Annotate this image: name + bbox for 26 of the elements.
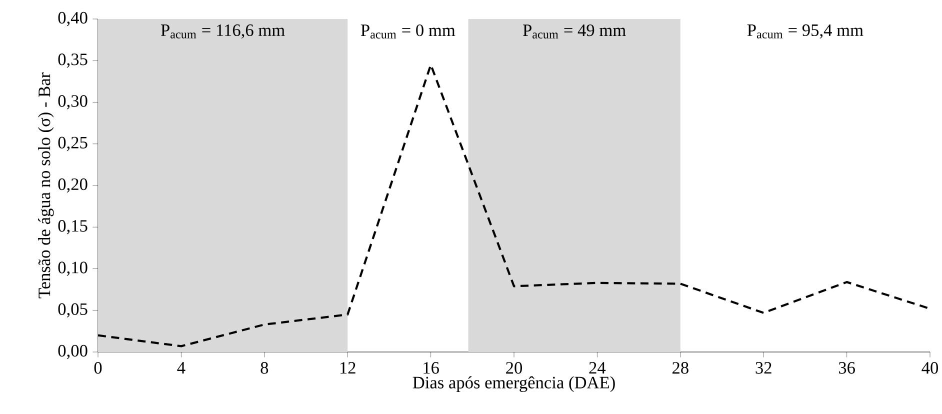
x-tick-label: 16 <box>424 362 439 374</box>
x-axis-title: Dias após emergência (DAE) <box>412 376 615 392</box>
x-tick-label: 24 <box>589 362 606 374</box>
y-tick-label: 0,35 <box>58 54 88 68</box>
band-label: P$_{acum}$ = 116,6 mm <box>160 24 285 39</box>
y-tick-label: 0,15 <box>58 220 88 234</box>
x-tick-label: 8 <box>260 362 268 374</box>
x-tick-label: 28 <box>672 362 688 374</box>
x-tick-label: 12 <box>340 362 356 374</box>
y-tick-label: 0,40 <box>58 12 88 26</box>
x-tick-label: 4 <box>177 362 186 374</box>
y-axis-title: Tensão de água no solo (σ) - Bar <box>38 72 54 298</box>
x-tick-label: 32 <box>756 362 772 374</box>
y-tick-label: 0,00 <box>58 344 88 360</box>
x-tick-label: 36 <box>838 362 855 374</box>
x-tick-label: 20 <box>506 362 522 374</box>
y-tick-label: 0,20 <box>58 178 88 193</box>
y-tick-label: 0,10 <box>58 262 88 276</box>
y-tick-label: 0,25 <box>58 136 88 151</box>
x-tick-label: 0 <box>94 362 102 374</box>
annotation: P$_{acum}$ = 95,4 mm <box>747 24 864 39</box>
x-tick-label: 40 <box>922 362 938 374</box>
annotation: P$_{acum}$ = 0 mm <box>360 24 456 39</box>
band-label: P$_{acum}$ = 49 mm <box>523 24 626 38</box>
y-tick-label: 0,05 <box>58 303 88 318</box>
y-tick-label: 0,30 <box>58 95 88 110</box>
